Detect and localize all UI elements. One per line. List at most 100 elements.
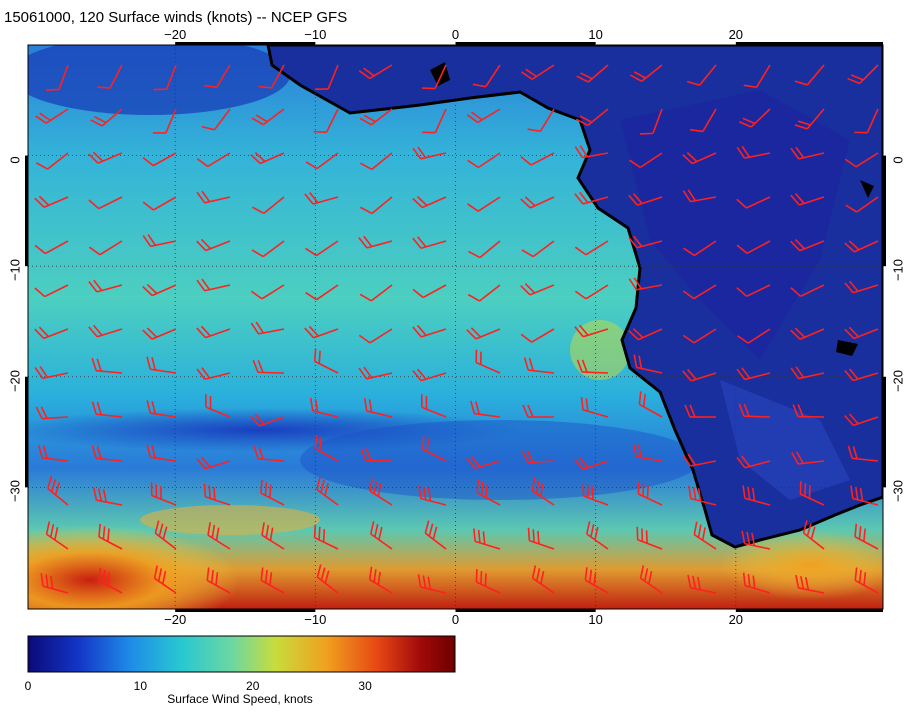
colorbar-tick-label: 30 bbox=[358, 679, 372, 693]
frame-tick-block bbox=[25, 155, 28, 267]
wind-barb-icon bbox=[473, 528, 501, 550]
wind-barb-icon bbox=[682, 189, 717, 203]
wind-barb-icon bbox=[687, 574, 717, 594]
graticule bbox=[28, 45, 883, 609]
wind-barb-icon bbox=[574, 145, 609, 159]
wind-barb-icon bbox=[196, 367, 231, 381]
wind-barb-icon bbox=[201, 108, 231, 131]
wind-barb-icon bbox=[527, 527, 555, 550]
wind-barb-icon bbox=[794, 64, 825, 86]
wind-barb-icon bbox=[682, 453, 717, 467]
colorbar-tick-label: 10 bbox=[133, 679, 148, 693]
wind-barb-icon bbox=[629, 152, 663, 169]
wind-barb-icon bbox=[313, 108, 339, 134]
wind-barb-icon bbox=[421, 436, 447, 462]
wind-barb-icon bbox=[844, 368, 879, 382]
wind-barb-icon bbox=[522, 404, 555, 418]
wind-barb-icon bbox=[574, 284, 609, 300]
wind-barb-icon bbox=[850, 485, 879, 506]
longitude-tick-label: −10 bbox=[304, 27, 327, 42]
wind-barb-icon bbox=[258, 64, 285, 89]
longitude-tick-label: 10 bbox=[588, 612, 603, 627]
wind-barb-icon bbox=[844, 280, 879, 294]
wind-barb-icon bbox=[636, 526, 663, 550]
wind-barb-icon bbox=[207, 522, 231, 550]
wind-barb-icon bbox=[682, 284, 717, 300]
wind-barb-icon bbox=[90, 108, 123, 127]
wind-barb-icon bbox=[467, 196, 501, 212]
wind-barb-icon bbox=[150, 482, 177, 506]
wind-barb-icon bbox=[582, 482, 609, 506]
wind-barb-icon bbox=[639, 108, 663, 135]
wind-barb-icon bbox=[633, 354, 663, 374]
frame-tick-block bbox=[455, 42, 596, 45]
wind-barb-icon bbox=[47, 475, 69, 506]
wind-barb-icon bbox=[847, 445, 879, 462]
wind-barb-icon bbox=[574, 457, 609, 470]
wind-barb-icon bbox=[260, 567, 285, 594]
wind-barb-icon bbox=[203, 64, 231, 89]
wind-barb-icon bbox=[304, 191, 339, 205]
wind-barb-icon bbox=[792, 404, 825, 418]
wind-barb-icon bbox=[523, 357, 555, 374]
wind-barb-icon bbox=[632, 443, 663, 462]
wind-barb-icon bbox=[736, 367, 771, 381]
wind-barb-icon bbox=[689, 108, 717, 133]
wind-barb-icon bbox=[422, 64, 447, 90]
frame-tick-block bbox=[25, 376, 28, 488]
wind-barb-icon bbox=[794, 108, 825, 130]
wind-barb-icon bbox=[521, 240, 555, 258]
wind-barb-icon bbox=[637, 480, 663, 506]
wind-barb-icon bbox=[683, 240, 717, 257]
wind-barb-icon bbox=[736, 196, 771, 209]
wind-barb-icon bbox=[576, 359, 609, 374]
wind-barb-icon bbox=[585, 521, 609, 550]
colorbar-tick-label: 0 bbox=[24, 679, 32, 693]
wind-barb-icon bbox=[790, 146, 825, 160]
wind-barb-icon bbox=[98, 523, 123, 550]
wind-barb-icon bbox=[91, 358, 123, 374]
wind-barb-icon bbox=[260, 480, 285, 506]
wind-barb-icon bbox=[35, 406, 69, 420]
wind-barb-icon bbox=[417, 574, 447, 594]
wind-barb-icon bbox=[854, 523, 879, 550]
wind-barb-icon bbox=[628, 193, 663, 206]
wind-barb-icon bbox=[35, 152, 69, 170]
wind-barb-icon bbox=[358, 366, 393, 380]
longitude-tick-label: −20 bbox=[164, 612, 187, 627]
latitude-tick-label: −20 bbox=[7, 369, 23, 392]
wind-barb-icon bbox=[802, 520, 825, 550]
wind-barb-icon bbox=[790, 284, 825, 298]
wind-barb-icon bbox=[688, 485, 717, 506]
wind-barb-icon bbox=[46, 64, 69, 91]
wind-barb-icon bbox=[142, 283, 177, 297]
wind-barb-icon bbox=[790, 193, 825, 206]
frame-tick-block bbox=[175, 609, 316, 612]
wind-barb-icon bbox=[472, 64, 501, 88]
wind-barb-icon bbox=[250, 321, 285, 335]
wind-barb-icon bbox=[844, 413, 879, 427]
wind-barb-icon bbox=[261, 522, 285, 550]
wind-barb-icon bbox=[682, 152, 717, 165]
wind-barb-icon bbox=[359, 108, 393, 126]
wind-barb-icon bbox=[142, 152, 177, 167]
wind-barb-icon bbox=[251, 108, 285, 126]
wind-barb-icon bbox=[466, 108, 501, 124]
wind-barb-icon bbox=[628, 328, 663, 341]
wind-barb-icon bbox=[142, 327, 177, 340]
wind-barb-icon bbox=[412, 324, 447, 338]
colorbar-title: Surface Wind Speed, knots bbox=[167, 692, 313, 706]
wind-barb-icon bbox=[152, 108, 177, 134]
wind-barb-icon bbox=[638, 391, 663, 418]
wind-barb-icon bbox=[154, 520, 177, 550]
wind-barb-icon bbox=[795, 575, 825, 594]
wind-barb-icon bbox=[412, 236, 447, 250]
wind-barb-icon bbox=[34, 240, 69, 255]
wind-barb-icon bbox=[844, 152, 879, 168]
map-title: 15061000, 120 Surface winds (knots) -- N… bbox=[4, 9, 348, 26]
wind-barb-icon bbox=[466, 456, 501, 470]
wind-barb-icon bbox=[790, 327, 825, 340]
wind-barb-icon bbox=[252, 359, 285, 374]
longitude-tick-label: 20 bbox=[728, 27, 744, 42]
wind-barb-icon bbox=[639, 565, 663, 594]
